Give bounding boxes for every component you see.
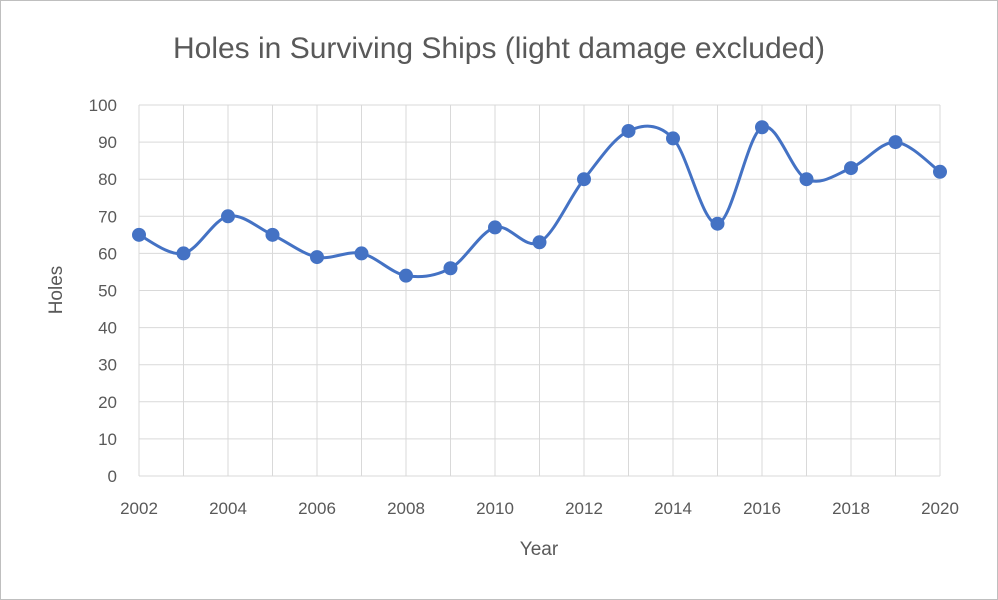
y-tick-label: 100 — [89, 96, 117, 115]
data-point-2015 — [710, 216, 725, 231]
y-tick-label: 80 — [98, 170, 117, 189]
data-point-2018 — [844, 161, 858, 176]
x-axis-title: Year — [520, 539, 559, 560]
data-point-2016 — [755, 120, 769, 135]
data-point-2019 — [888, 135, 903, 150]
data-point-2008 — [399, 268, 413, 283]
x-tick-label: 2018 — [832, 499, 870, 518]
x-tick-label: 2004 — [209, 499, 247, 518]
y-tick-label: 60 — [98, 244, 117, 263]
gridlines — [138, 104, 941, 477]
y-tick-label: 40 — [98, 319, 117, 338]
data-point-2005 — [265, 227, 280, 242]
data-point-2004 — [221, 209, 235, 224]
data-point-2006 — [310, 250, 324, 265]
y-axis-title: Holes — [46, 266, 67, 315]
data-point-2014 — [666, 131, 680, 146]
chart-title: Holes in Surviving Ships (light damage e… — [173, 32, 825, 65]
y-tick-label: 90 — [98, 133, 117, 152]
y-tick-label: 70 — [98, 207, 117, 226]
data-points — [132, 120, 947, 283]
data-point-2010 — [488, 220, 502, 235]
data-point-2002 — [132, 227, 146, 242]
y-axis-tick-labels: 0 10 20 30 40 50 60 70 80 90 100 — [89, 96, 117, 486]
data-point-2013 — [621, 123, 636, 138]
x-tick-label: 2010 — [476, 499, 514, 518]
x-tick-label: 2016 — [743, 499, 781, 518]
data-point-2012 — [577, 172, 591, 187]
x-tick-label: 2006 — [298, 499, 336, 518]
x-tick-label: 2012 — [565, 499, 603, 518]
x-tick-label: 2008 — [387, 499, 425, 518]
y-tick-label: 20 — [98, 393, 117, 412]
x-tick-label: 2020 — [921, 499, 959, 518]
y-tick-label: 30 — [98, 356, 117, 375]
data-point-2007 — [354, 246, 369, 261]
data-point-2020 — [933, 164, 947, 179]
data-point-2017 — [799, 172, 814, 187]
y-tick-label: 0 — [108, 467, 117, 486]
data-point-2003 — [176, 246, 191, 261]
data-point-2011 — [532, 235, 547, 250]
x-tick-label: 2014 — [654, 499, 692, 518]
data-point-2009 — [443, 261, 458, 276]
y-tick-label: 50 — [98, 282, 117, 301]
x-tick-label: 2002 — [120, 499, 158, 518]
y-tick-label: 10 — [98, 430, 117, 449]
x-axis-tick-labels: 2002 2004 2006 2008 2010 2012 2014 2016 2018 2020 — [120, 499, 959, 518]
